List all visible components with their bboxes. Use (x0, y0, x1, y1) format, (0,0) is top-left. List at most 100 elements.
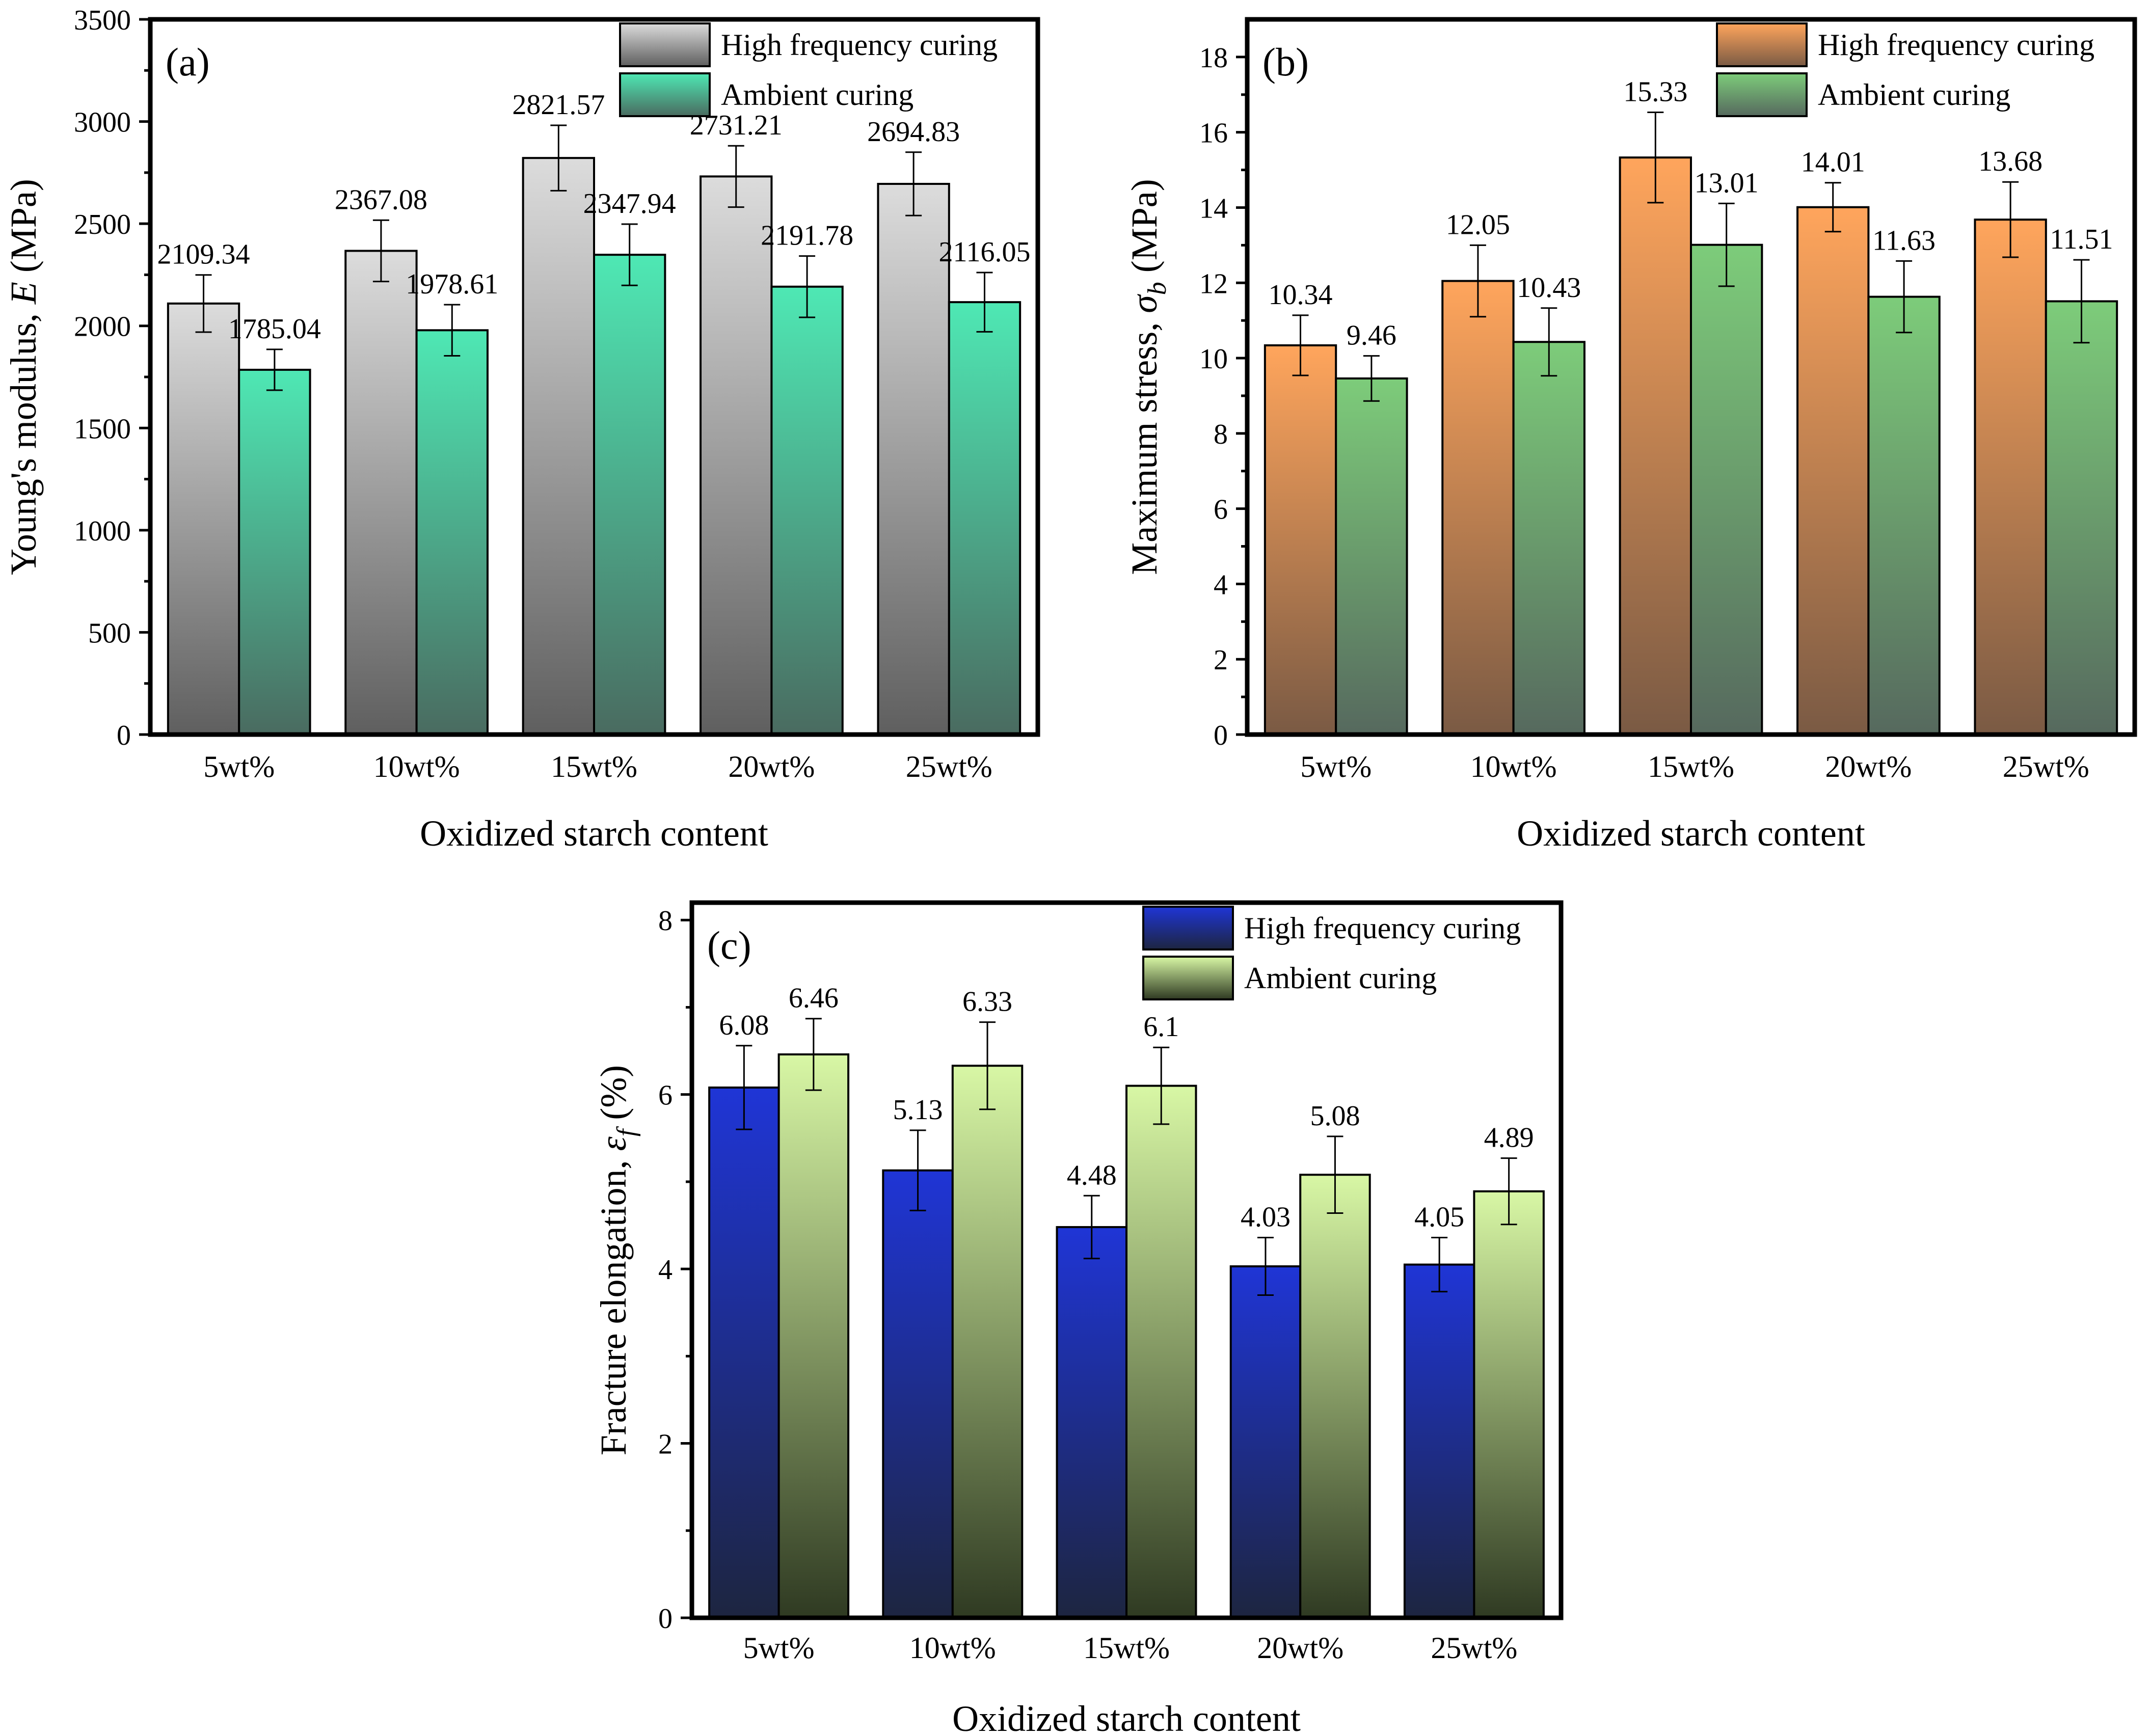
plot-frame-b (1245, 17, 2137, 737)
error-bar-c-s0-2 (1083, 1195, 1100, 1260)
bar-a-s0-3 (700, 175, 773, 736)
error-bar-a-s1-3 (799, 255, 816, 318)
y-tick-label-a-5: 2500 (74, 209, 131, 240)
data-label-c-s0-1: 5.13 (893, 1094, 943, 1126)
error-bar-c-s1-0 (805, 1018, 822, 1091)
error-bar-c-s0-0 (736, 1045, 752, 1130)
bar-a-s0-2 (522, 157, 596, 736)
error-bar-c-s1-3 (1327, 1135, 1343, 1214)
error-bar-a-s1-4 (976, 272, 993, 333)
error-bar-a-s1-1 (444, 304, 461, 357)
legend-label-a-0: High frequency curing (721, 28, 998, 62)
bar-c-s1-4 (1473, 1190, 1545, 1619)
error-bar-b-s1-1 (1541, 307, 1557, 377)
y-tick-label-b-0: 0 (1214, 720, 1228, 751)
bar-a-s1-3 (770, 285, 844, 736)
bar-a-s1-2 (593, 254, 666, 736)
error-bar-a-s0-3 (728, 145, 744, 208)
x-tick-label-b-1: 10wt% (1470, 750, 1557, 783)
legend-label-c-0: High frequency curing (1244, 911, 1521, 945)
y-tick-label-a-0: 0 (117, 720, 131, 751)
y-tick-label-c-2: 4 (658, 1254, 673, 1286)
data-label-b-s0-0: 10.34 (1269, 279, 1333, 311)
y-tick-label-a-2: 1000 (74, 516, 131, 547)
data-label-b-s1-0: 9.46 (1347, 320, 1396, 351)
x-tick-label-a-2: 15wt% (551, 750, 637, 783)
data-label-c-s0-2: 4.48 (1067, 1159, 1117, 1191)
y-tick-label-b-1: 2 (1214, 644, 1228, 676)
data-label-b-s1-1: 10.43 (1517, 272, 1581, 304)
bar-c-s1-0 (777, 1053, 850, 1619)
error-bar-b-s0-2 (1647, 112, 1664, 204)
y-tick-label-b-2: 4 (1214, 569, 1228, 601)
bar-b-s0-1 (1441, 280, 1515, 736)
chart-panel-c: 6.08 6.46 5wt% 5.13 6.33 10wt% 4.48 6.1 15wt% 4.0… (593, 900, 1564, 1736)
error-bar-a-s0-2 (550, 124, 567, 192)
data-label-c-s1-3: 5.08 (1310, 1100, 1360, 1132)
error-bar-b-s0-1 (1469, 244, 1486, 318)
error-bar-a-s1-2 (621, 223, 638, 286)
y-axis-title-main-c: Fracture elongation, (593, 1151, 634, 1455)
y-axis-title-c: Fracture elongation, εf (%) (593, 1065, 641, 1456)
x-tick-label-a-4: 25wt% (906, 750, 992, 783)
y-tick-label-b-5: 10 (1199, 343, 1228, 375)
panel-label-a: (a) (166, 40, 210, 84)
legend-swatch-b-0 (1716, 22, 1808, 67)
panel-label-b: (b) (1262, 40, 1309, 84)
y-axis-title-main-a: Young's modulus, (3, 304, 44, 575)
error-bar-a-s0-0 (195, 274, 212, 333)
y-tick-label-b-4: 8 (1214, 419, 1228, 450)
bar-a-s0-0 (167, 302, 240, 736)
legend-label-c-1: Ambient curing (1244, 961, 1437, 995)
data-label-b-s0-2: 15.33 (1623, 76, 1687, 108)
plot-frame-c (689, 900, 1564, 1620)
legend-swatch-b-1 (1716, 72, 1808, 117)
y-tick-label-c-3: 6 (658, 1080, 673, 1111)
legend-swatch-c-0 (1142, 906, 1234, 951)
y-axis-title-unit-c: (%) (593, 1065, 634, 1129)
data-label-a-s1-2: 2347.94 (583, 188, 676, 220)
legend-label-a-1: Ambient curing (721, 78, 913, 112)
x-axis-title-c: Oxidized starch content (952, 1698, 1301, 1736)
y-tick-label-b-8: 16 (1199, 118, 1228, 149)
bar-b-s1-4 (2045, 300, 2118, 736)
error-bar-b-s0-0 (1292, 314, 1309, 376)
x-tick-label-c-0: 5wt% (743, 1631, 815, 1665)
error-bar-b-s1-4 (2073, 259, 2090, 344)
y-tick-label-a-6: 3000 (74, 107, 131, 139)
bar-b-s1-0 (1335, 377, 1408, 736)
data-label-b-s0-1: 12.05 (1446, 209, 1510, 240)
x-axis-title-b: Oxidized starch content (1517, 813, 1865, 854)
y-axis-title-symbol-a: E (3, 282, 44, 305)
y-tick-label-c-4: 8 (658, 905, 673, 937)
bar-c-s0-2 (1056, 1226, 1128, 1619)
data-label-c-s1-4: 4.89 (1484, 1122, 1534, 1154)
x-tick-label-c-1: 10wt% (909, 1631, 996, 1665)
y-axis-title-unit-a: (MPa) (3, 179, 44, 282)
data-label-b-s1-2: 13.01 (1695, 167, 1759, 199)
bar-c-s0-1 (882, 1169, 954, 1619)
legend-a: High frequency curing Ambient curing (619, 22, 998, 117)
x-axis-title-a: Oxidized starch content (420, 813, 768, 854)
legend-swatch-a-1 (619, 72, 711, 117)
chart-panel-b: 10.34 9.46 5wt% 12.05 10.43 10wt% 15.33 13.01 15… (1124, 17, 2137, 854)
x-tick-label-c-4: 25wt% (1431, 1631, 1517, 1665)
y-tick-label-b-7: 14 (1199, 193, 1228, 224)
bar-a-s1-1 (415, 329, 489, 736)
data-label-a-s0-4: 2694.83 (867, 116, 960, 148)
data-label-c-s1-1: 6.33 (962, 986, 1012, 1018)
y-tick-label-a-4: 2000 (74, 311, 131, 343)
x-tick-label-a-3: 20wt% (728, 750, 815, 783)
bar-b-s1-3 (1867, 295, 1941, 736)
x-tick-label-b-0: 5wt% (1300, 750, 1372, 783)
legend-c: High frequency curing Ambient curing (1142, 906, 1521, 1000)
y-tick-label-a-3: 1500 (74, 413, 131, 445)
legend-b: High frequency curing Ambient curing (1716, 22, 2094, 117)
error-bar-b-s0-3 (1824, 182, 1841, 233)
x-tick-label-a-0: 5wt% (203, 750, 275, 783)
x-tick-label-b-4: 25wt% (2003, 750, 2089, 783)
x-tick-label-c-3: 20wt% (1257, 1631, 1343, 1665)
bar-b-s0-4 (1974, 219, 2047, 736)
y-tick-label-c-0: 0 (658, 1603, 673, 1635)
x-tick-label-c-2: 15wt% (1083, 1631, 1170, 1665)
